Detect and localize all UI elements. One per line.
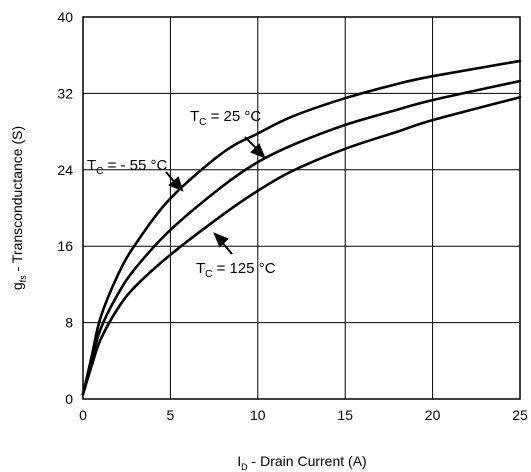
arrow-p25-head (250, 143, 266, 159)
series-line-tc-25 (81, 79, 522, 396)
x-axis-title: ID - Drain Current (A) (237, 453, 366, 472)
y-tick-label: 40 (57, 9, 73, 25)
series-line-tc-125 (81, 95, 522, 396)
plot-frame (82, 16, 521, 400)
arrow-m55-head (168, 176, 184, 192)
y-tick-label: 32 (57, 85, 73, 101)
y-tick-label: 16 (57, 238, 73, 254)
annotation-arrows (165, 136, 266, 255)
annotation-tc-125: TC = 125 °C (196, 260, 276, 280)
annotation-tc-minus55: TC = - 55 °C (87, 157, 168, 177)
arrow-p125-head (213, 232, 229, 248)
y-tick-label: 24 (57, 162, 73, 178)
x-tick-label: 5 (167, 407, 175, 423)
series-group (81, 59, 522, 396)
x-tick-label: 25 (512, 407, 528, 423)
annotation-tc-25: TC = 25 °C (190, 108, 261, 128)
x-tick-label: 10 (250, 407, 266, 423)
grid (83, 17, 520, 399)
y-tick-label: 0 (65, 391, 73, 407)
x-tick-label: 20 (425, 407, 441, 423)
series-line-tc-minus55 (81, 59, 522, 396)
x-tick-label: 0 (79, 407, 87, 423)
y-tick-label: 8 (65, 315, 73, 331)
x-tick-label: 15 (337, 407, 353, 423)
y-axis-title: gfs - Transconductance (S) (9, 126, 28, 290)
x-tick-labels: 0 5 10 15 20 25 (79, 407, 528, 423)
y-tick-labels: 0 8 16 24 32 40 (57, 9, 73, 407)
